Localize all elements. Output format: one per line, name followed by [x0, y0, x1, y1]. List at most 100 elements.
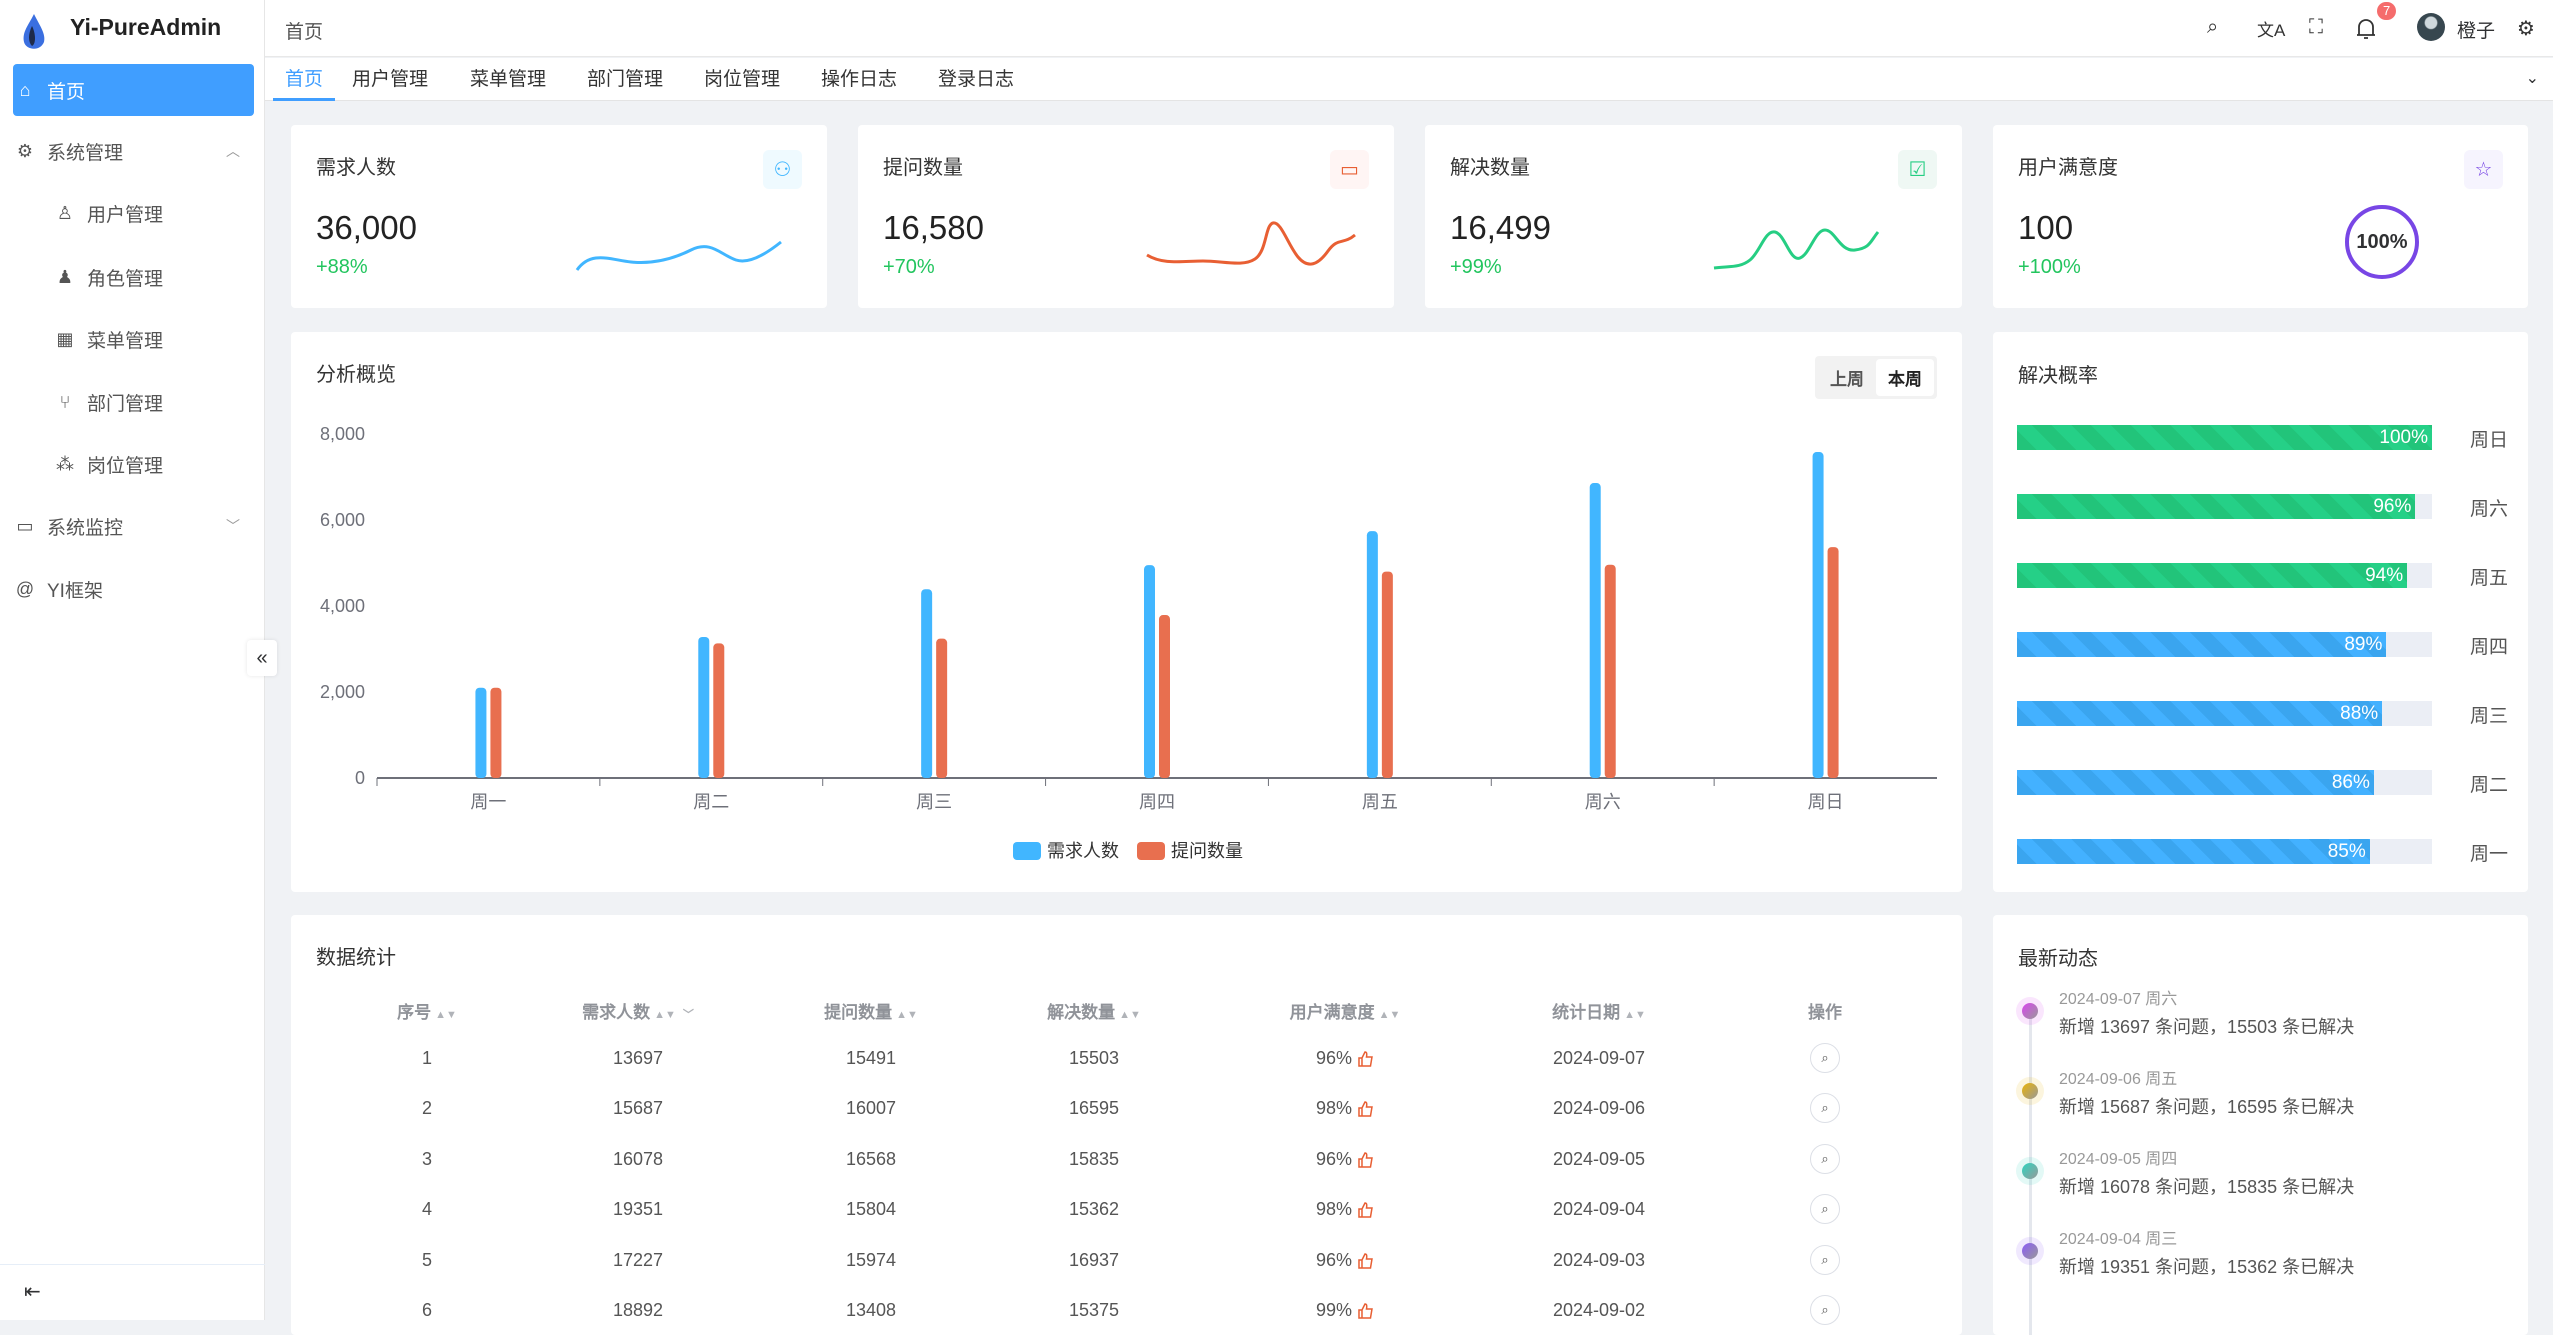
sidebar-item-label: 角色管理	[87, 268, 164, 290]
tab-operation-log[interactable]: 操作日志	[821, 69, 898, 90]
sidebar-item-menus[interactable]: ▦ 菜单管理	[13, 313, 254, 365]
user-filled-icon: ♟	[56, 266, 74, 287]
cell-value: 1	[421, 1048, 433, 1068]
this-week-button[interactable]: 本周	[1876, 359, 1934, 396]
sidebar-item-users[interactable]: ♙ 用户管理	[13, 187, 254, 239]
table-cell: 16937	[1069, 1250, 1119, 1271]
sidebar-item-roles[interactable]: ♟ 角色管理	[13, 251, 254, 303]
bell-icon[interactable]	[2355, 17, 2377, 41]
column-header[interactable]: 用户满意度 ▲▼	[1290, 998, 1401, 1023]
view-button[interactable]: ⌕	[1810, 1245, 1840, 1275]
table-cell: 96%	[1316, 1250, 1374, 1271]
bar-questions[interactable]	[1604, 564, 1616, 778]
y-tick-label: 6,000	[320, 510, 365, 530]
sidebar-item-label: 部门管理	[87, 393, 164, 415]
tab-depts[interactable]: 部门管理	[587, 69, 664, 90]
tab-menus[interactable]: 菜单管理	[470, 69, 547, 90]
sidebar-toggle-button[interactable]: ⇤	[0, 1264, 265, 1320]
bar-demand[interactable]	[1366, 531, 1378, 778]
column-header[interactable]: 需求人数 ▲▼ ﹀	[582, 998, 694, 1023]
table-cell: 98%	[1316, 1098, 1374, 1119]
legend-label[interactable]: 提问数量	[1171, 841, 1243, 861]
last-week-button[interactable]: 上周	[1830, 370, 1864, 389]
rate-progress-bar: 88%	[2017, 701, 2432, 726]
column-header[interactable]: 提问数量 ▲▼	[824, 998, 918, 1023]
bar-demand[interactable]	[698, 636, 710, 778]
column-header[interactable]: 序号 ▲▼	[397, 998, 457, 1023]
stat-title: 需求人数	[316, 157, 396, 179]
table-cell: 2024-09-07	[1553, 1048, 1645, 1069]
tab-posts[interactable]: 岗位管理	[704, 69, 781, 90]
bar-questions[interactable]	[936, 638, 948, 778]
sort-icon[interactable]: ▲▼	[1378, 1009, 1401, 1021]
translate-icon[interactable]: 文A	[2257, 21, 2286, 40]
cell-value: 16007	[845, 1098, 897, 1118]
bar-demand[interactable]	[921, 589, 933, 778]
column-header[interactable]: 统计日期 ▲▼	[1552, 998, 1646, 1023]
collapse-sidebar-button[interactable]: «	[247, 640, 277, 676]
search-icon[interactable]: ⌕	[2207, 16, 2219, 38]
fullscreen-icon[interactable]: ⛶	[2309, 16, 2323, 38]
tab-login-log[interactable]: 登录日志	[938, 69, 1015, 90]
sidebar-item-home[interactable]: ⌂ 首页	[13, 64, 254, 116]
table-cell: 15491	[846, 1048, 896, 1069]
x-tick-label: 周三	[916, 792, 952, 812]
sidebar-item-depts[interactable]: ⑂ 部门管理	[13, 376, 254, 428]
user-name[interactable]: 橙子	[2457, 21, 2496, 42]
sort-icon[interactable]: ▲▼	[435, 1009, 457, 1021]
sort-icon[interactable]: ▲▼	[1624, 1009, 1646, 1021]
thumbs-up-icon	[1358, 1151, 1373, 1168]
bar-questions[interactable]	[490, 687, 502, 778]
bar-questions[interactable]	[713, 643, 725, 778]
legend-label[interactable]: 需求人数	[1047, 841, 1119, 861]
sort-icon[interactable]: ▲▼	[1119, 1009, 1141, 1021]
sort-icon[interactable]: ▲▼	[896, 1009, 918, 1021]
rate-progress-bar: 100%	[2017, 425, 2432, 450]
breadcrumb[interactable]: 首页	[285, 22, 324, 43]
double-chevron-left-icon: «	[256, 647, 268, 669]
indent-icon: ⇤	[24, 1281, 41, 1303]
sidebar-item-posts[interactable]: ⁂ 岗位管理	[13, 438, 254, 490]
table-cell: 2024-09-02	[1553, 1300, 1645, 1321]
sort-icon[interactable]: ▲▼	[654, 1009, 676, 1021]
tab-users[interactable]: 用户管理	[352, 69, 429, 90]
avatar[interactable]	[2417, 13, 2445, 41]
bar-demand[interactable]	[1589, 483, 1601, 778]
bar-demand[interactable]	[1812, 452, 1824, 778]
x-tick-label: 周日	[1808, 792, 1844, 812]
chevron-down-icon[interactable]: ⌄	[2525, 70, 2539, 87]
column-header[interactable]: 解决数量 ▲▼	[1047, 998, 1141, 1023]
view-button[interactable]: ⌕	[1810, 1093, 1840, 1123]
table-cell: 2024-09-06	[1553, 1098, 1645, 1119]
sidebar-item-system[interactable]: ⚙ 系统管理 ︿	[13, 125, 254, 177]
monitor-icon: ▭	[16, 515, 34, 536]
cell-value: 19351	[612, 1199, 664, 1219]
bar-demand[interactable]	[1144, 565, 1155, 778]
bar-questions[interactable]	[1381, 571, 1393, 778]
view-button[interactable]: ⌕	[1810, 1144, 1840, 1174]
bar-questions[interactable]	[1159, 615, 1170, 778]
rate-day-label: 周六	[2470, 499, 2509, 520]
table-cell: 3	[422, 1149, 432, 1170]
search-icon: ⌕	[1821, 1151, 1829, 1166]
view-button[interactable]: ⌕	[1810, 1194, 1840, 1224]
cell-value: 13408	[845, 1300, 897, 1320]
sidebar-item-monitor[interactable]: ▭ 系统监控 ﹀	[13, 500, 254, 552]
bar-demand[interactable]	[475, 687, 487, 778]
filter-chevron-icon[interactable]: ﹀	[679, 1009, 694, 1021]
tab-home[interactable]: 首页	[273, 58, 336, 101]
view-button[interactable]: ⌕	[1810, 1295, 1840, 1325]
cell-value: 15491	[845, 1048, 897, 1068]
cell-value: 15375	[1068, 1300, 1120, 1320]
cell-value: 2024-09-04	[1552, 1199, 1646, 1219]
timeline-text: 新增 13697 条问题，15503 条已解决	[2059, 1017, 2355, 1037]
settings-icon[interactable]: ⚙	[2517, 18, 2535, 40]
sidebar-item-label: YI框架	[47, 580, 103, 602]
sidebar-item-yi[interactable]: @ YI框架	[13, 563, 254, 615]
view-button[interactable]: ⌕	[1810, 1043, 1840, 1073]
table-cell: 17227	[613, 1250, 663, 1271]
tag-bar: 首页 用户管理 菜单管理 部门管理 岗位管理 操作日志 登录日志 ⌄	[265, 58, 2553, 101]
column-header: 操作	[1808, 998, 1842, 1023]
table-cell: 99%	[1316, 1300, 1374, 1321]
bar-questions[interactable]	[1827, 547, 1839, 778]
